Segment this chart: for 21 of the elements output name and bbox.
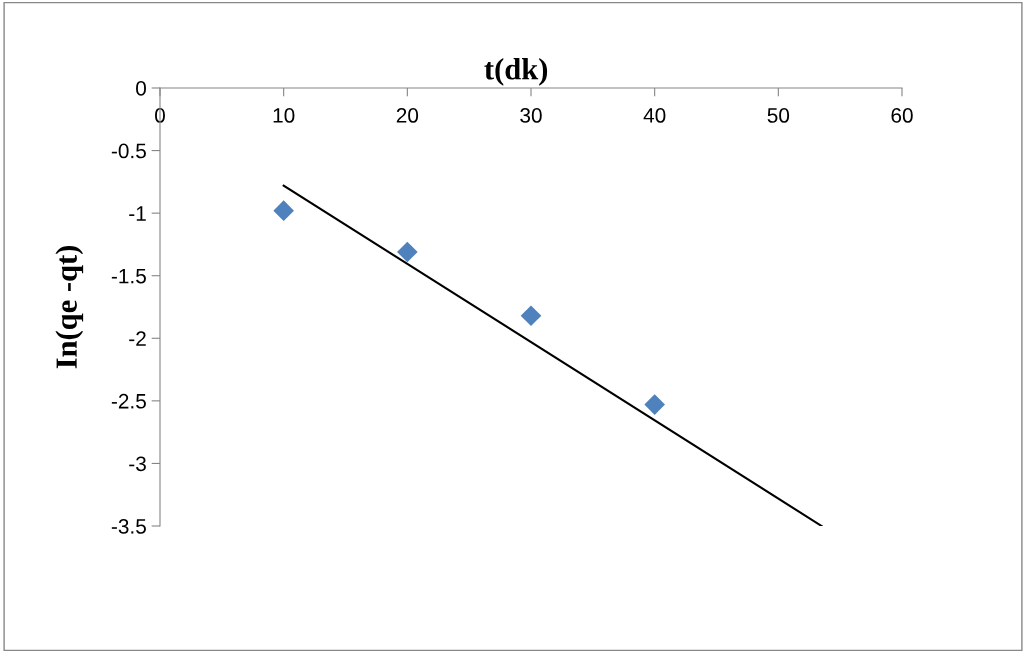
y-tick-label: -3.5 [111, 519, 146, 534]
y-tick-label: -3 [129, 456, 146, 472]
y-tick-label: -2 [129, 331, 146, 346]
x-tick-label: 60 [891, 108, 913, 123]
x-tick-label: 40 [643, 108, 666, 123]
y-tick-label: -0.5 [111, 143, 146, 159]
x-tick-label: 10 [273, 108, 295, 123]
point [397, 241, 418, 263]
y-tick-label: 0 [136, 81, 146, 96]
y-axis-title: In(qe -qt) [55, 245, 84, 369]
x-tick-label: 50 [767, 108, 790, 123]
x-tick-label: 20 [396, 108, 419, 123]
x-tick-label: 30 [520, 108, 542, 123]
point [273, 200, 294, 221]
y-tick-label: -1.5 [111, 268, 146, 284]
point [644, 394, 665, 415]
y-tick-label: -1 [129, 206, 146, 221]
point [520, 305, 542, 327]
x-tick-label: 0 [155, 108, 165, 123]
x-axis-title: t(dk) [484, 58, 548, 86]
y-tick-label: -2.5 [111, 393, 146, 409]
